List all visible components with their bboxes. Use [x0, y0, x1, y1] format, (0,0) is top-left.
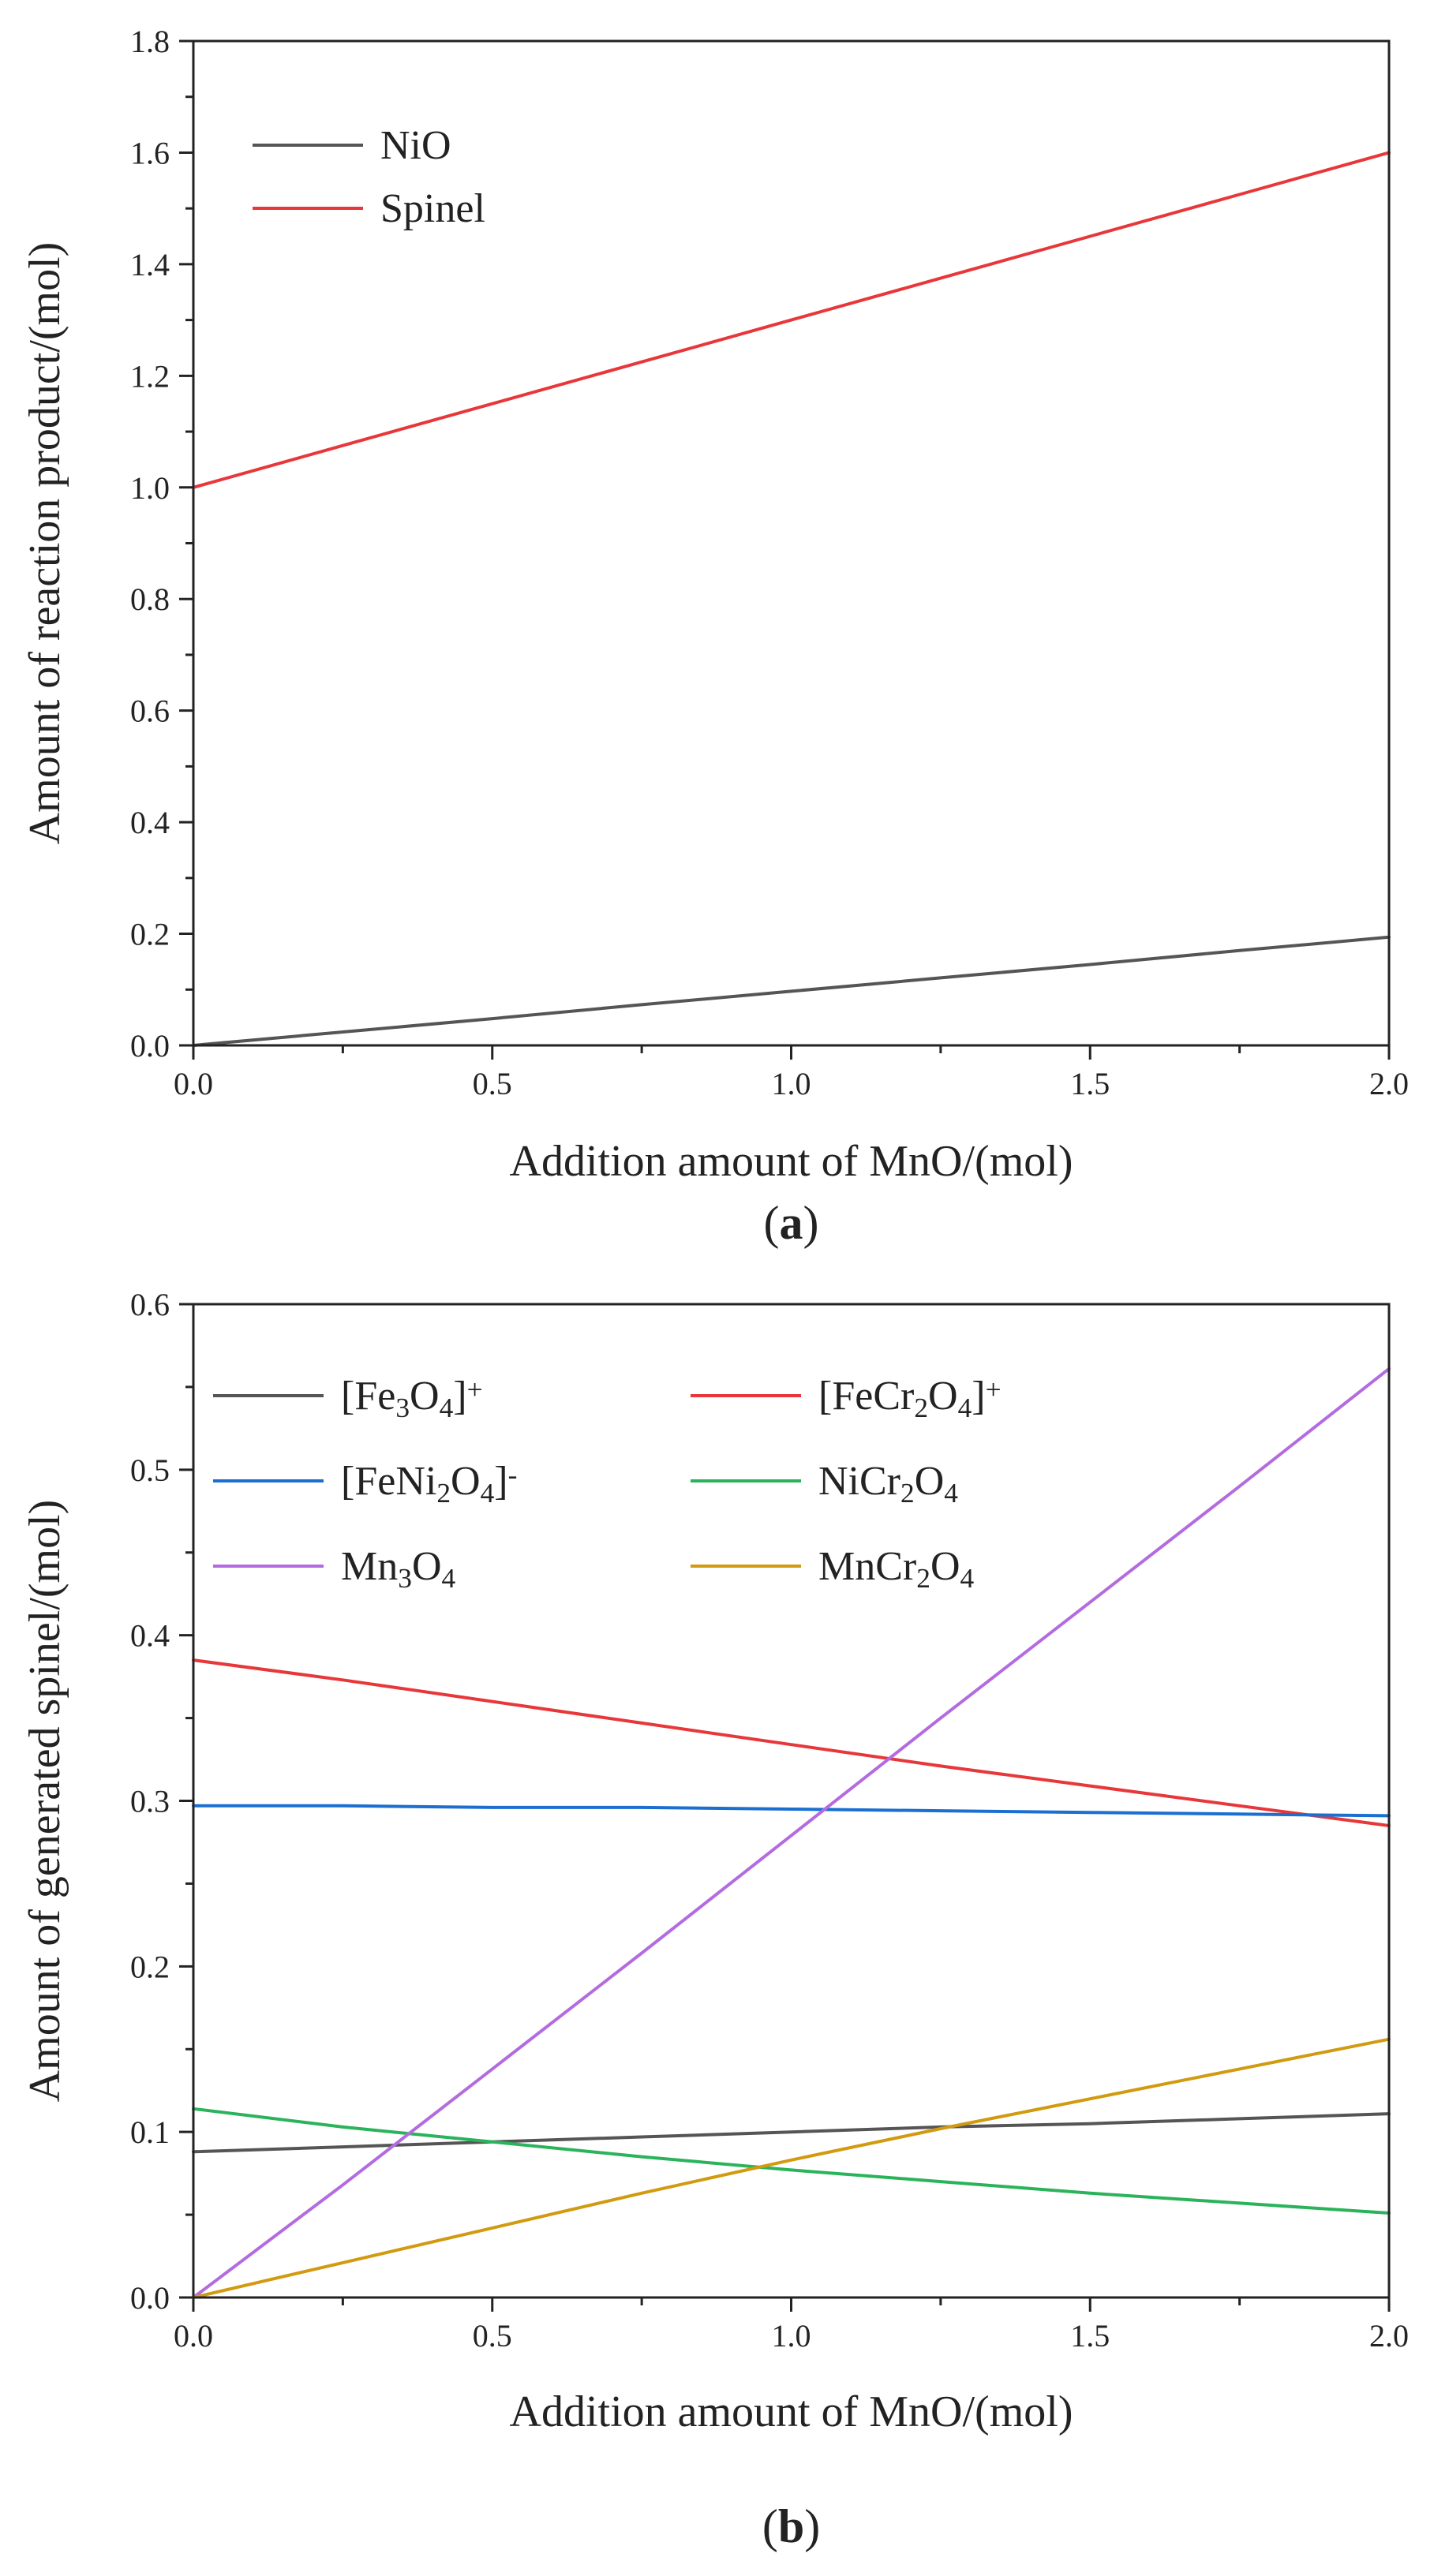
panel-b-legend-label-0: [Fe3O4]+: [341, 1374, 483, 1423]
panel-b-legend-label-4: Mn3O4: [341, 1544, 456, 1594]
panel-a-x-tick-label: 0.5: [473, 1066, 512, 1101]
panel-b-y-tick-label: 0.1: [130, 2114, 170, 2150]
panel-a-legend-label-0: NiO: [380, 123, 451, 168]
panel-b-chart: 0.0 0.5 1.0 1.5 2.0 0.0 0.1 0.2 0.3 0.4 0.5 0.6 Addi…: [21, 1287, 1409, 2552]
panel-b-x-tick-label: 2.0: [1369, 2318, 1409, 2354]
panel-b-legend-label-2: [FeNi2O4]-: [341, 1459, 517, 1509]
panel-b-legend-label-1: [FeCr2O4]+: [818, 1374, 1002, 1423]
panel-a-series-line-1: [192, 151, 1391, 489]
panel-a-x-tick-label: 1.5: [1070, 1066, 1110, 1101]
panel-b-x-tick-label: 1.0: [772, 2318, 811, 2354]
panel-b-x-tick-label: 0.5: [473, 2318, 512, 2354]
panel-a-y-tick-label: 0.6: [130, 694, 170, 729]
panel-b-series-line-5: [192, 2037, 1391, 2299]
panel-b-y-tick-label: 0.3: [130, 1784, 170, 1819]
panel-a-x-tick-label: 2.0: [1369, 1066, 1409, 1101]
panel-a-y-tick-label: 1.8: [130, 24, 170, 59]
panel-b-series-line-1: [192, 1658, 1391, 1827]
panel-b-series-line-3: [192, 2107, 1391, 2215]
panel-a-x-tick-label: 1.0: [772, 1066, 811, 1101]
panel-b-y-tick-label: 0.2: [130, 1949, 170, 1984]
panel-b-y-tick-label: 0.5: [130, 1453, 170, 1488]
panel-b-y-tick-label: 0.6: [130, 1287, 170, 1322]
panel-b-x-tick-label: 1.5: [1070, 2318, 1110, 2354]
panel-a-chart: 0.0 0.5 1.0 1.5 2.0 0.0 0.2 0.4 0.6 0.8 1.0 1.2 1.4 1…: [21, 24, 1409, 1249]
panel-b-panel-label: (b): [762, 2500, 820, 2552]
panel-a-y-tick-label: 0.8: [130, 581, 170, 617]
panel-a-y-tick-label: 1.0: [130, 470, 170, 506]
panel-b-x-axis-title: Addition amount of MnO/(mol): [510, 2387, 1073, 2436]
panel-b-y-tick-label: 0.4: [130, 1618, 170, 1654]
panel-a-x-axis-title: Addition amount of MnO/(mol): [510, 1137, 1073, 1186]
panel-a-y-tick-label: 1.2: [130, 358, 170, 394]
panel-b-series-line-4: [192, 1367, 1391, 2299]
panel-a-legend-label-1: Spinel: [380, 186, 485, 231]
panel-b-x-tick-label: 0.0: [174, 2318, 213, 2354]
panel-b-legend-label-3: NiCr2O4: [818, 1459, 958, 1509]
panel-a-y-tick-label: 1.4: [130, 247, 170, 282]
panel-b-y-axis-title: Amount of generated spinel/(mol): [21, 1500, 69, 2103]
panel-a-series-line-0: [192, 935, 1391, 1047]
panel-a-y-tick-label: 0.2: [130, 917, 170, 952]
panel-a-y-tick-label: 0.0: [130, 1028, 170, 1064]
panel-a-y-tick-label: 1.6: [130, 135, 170, 170]
panel-b-legend-label-5: MnCr2O4: [818, 1544, 975, 1594]
panel-a-y-axis-title: Amount of reaction product/(mol): [21, 242, 69, 845]
panel-a-plot-frame: [192, 39, 1391, 1047]
panel-b-series-line-0: [192, 2112, 1391, 2154]
panel-a-panel-label: (a): [764, 1197, 819, 1249]
panel-a-y-tick-label: 0.4: [130, 805, 170, 840]
panel-b-y-tick-label: 0.0: [130, 2280, 170, 2316]
panel-a-x-tick-label: 0.0: [174, 1066, 213, 1101]
panel-b-series-line-2: [192, 1804, 1391, 1818]
